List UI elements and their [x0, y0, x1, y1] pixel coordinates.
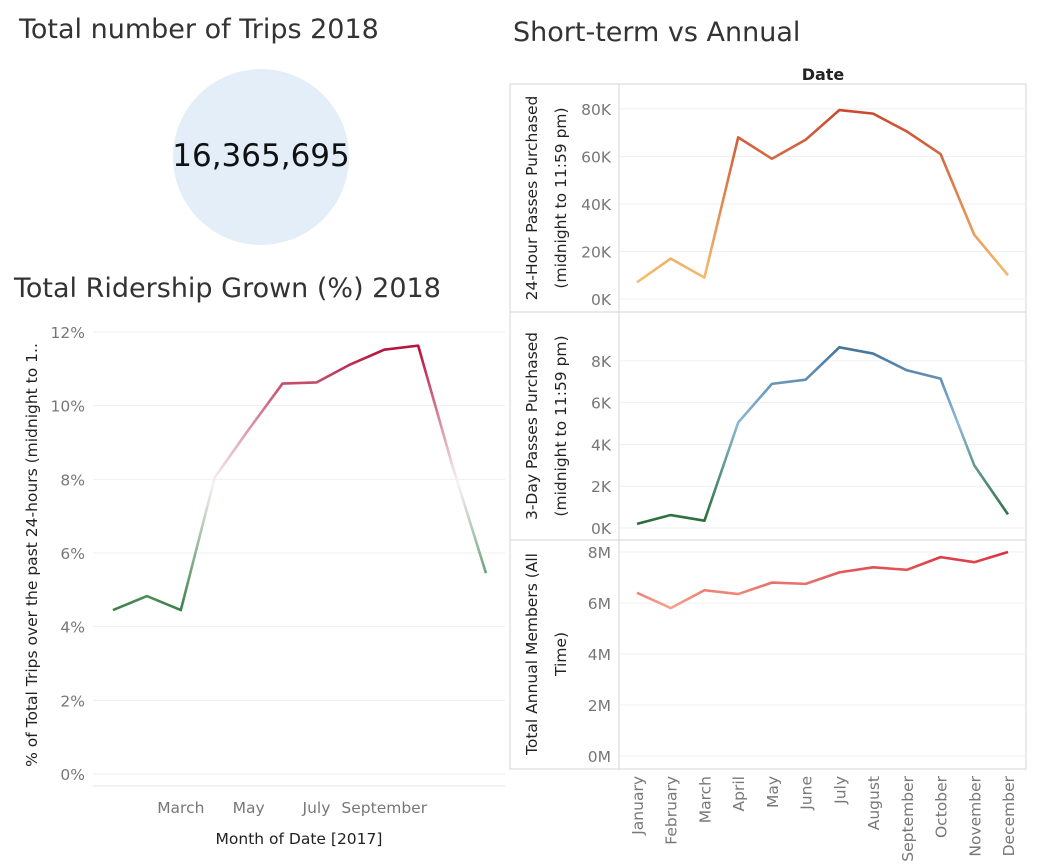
y-tick-label: 10%: [51, 398, 85, 416]
x-tick-label: April: [730, 776, 748, 811]
x-tick-label: July: [302, 799, 331, 817]
x-tick-label: May: [233, 799, 265, 817]
y-tick-label: 20K: [581, 243, 612, 261]
y-tick-label: 2K: [591, 478, 612, 496]
y-tick-label: 4K: [591, 436, 612, 454]
y-tick-label: 0M: [588, 748, 611, 766]
x-tick-label: September: [341, 799, 427, 817]
x-tick-label: July: [831, 776, 849, 805]
y-tick-label: 8M: [588, 544, 611, 562]
y-tick-label: 80K: [581, 101, 612, 119]
y-tick-label: 2%: [60, 692, 85, 710]
ridership-growth-line: [112, 344, 488, 612]
series-line: [636, 550, 1009, 610]
x-axis-title: Month of Date [2017]: [216, 830, 383, 848]
y-tick-label: 12%: [51, 324, 85, 342]
y-tick-label: 0K: [591, 520, 612, 538]
x-tick-label: May: [764, 776, 782, 808]
kpi-value: 16,365,695: [172, 138, 350, 174]
y-axis-title: 3-Day Passes Purchased (midnight to 11:59…: [523, 332, 570, 520]
x-tick-label: February: [663, 776, 681, 845]
x-tick-label: March: [696, 776, 714, 823]
x-tick-label: November: [966, 775, 984, 856]
x-tick-label: January: [629, 776, 647, 836]
y-tick-label: 6%: [60, 545, 85, 563]
x-tick-label: October: [933, 775, 951, 838]
kpi-title: Total number of Trips 2018: [19, 14, 379, 45]
series-line: [636, 108, 1009, 284]
short-term-chart-title: Short-term vs Annual: [513, 17, 801, 48]
series-line: [636, 346, 1010, 526]
short-term-vs-annual-chart: Date 0K 20K 40K 60K 80K 24-Hour Passes Purcha…: [509, 65, 1027, 862]
right-chart-frame: [509, 83, 1027, 770]
y-axis-title: 24-Hour Passes Purchased (midnight to 11:…: [523, 96, 570, 301]
y-axis-title: % of Total Trips over the past 24-hours …: [23, 343, 41, 767]
ridership-growth-chart: 0% 2% 4% 6% 8% 10% 12% March May July September Mon…: [23, 324, 505, 848]
y-tick-label: 60K: [581, 148, 612, 166]
y-tick-label: 8K: [591, 353, 612, 371]
y-tick-label: 4M: [588, 646, 611, 664]
date-header: Date: [802, 65, 845, 84]
y-tick-label: 4%: [60, 619, 85, 637]
y-axis-title: Total Annual Members (All Time): [523, 553, 570, 756]
y-tick-label: 6K: [591, 395, 612, 413]
x-tick-label: September: [899, 775, 917, 861]
y-tick-label: 8%: [60, 471, 85, 489]
y-tick-label: 40K: [581, 196, 612, 214]
growth-chart-title: Total Ridership Grown (%) 2018: [14, 273, 441, 304]
x-tick-label: August: [865, 776, 883, 830]
x-tick-label: March: [157, 799, 204, 817]
x-tick-label: June: [798, 776, 816, 811]
kpi-circle: [173, 69, 349, 245]
x-tick-label: December: [1000, 775, 1018, 856]
y-tick-label: 0K: [591, 291, 612, 309]
y-tick-label: 6M: [588, 595, 611, 613]
y-tick-label: 2M: [588, 697, 611, 715]
y-tick-label: 0%: [60, 766, 85, 784]
